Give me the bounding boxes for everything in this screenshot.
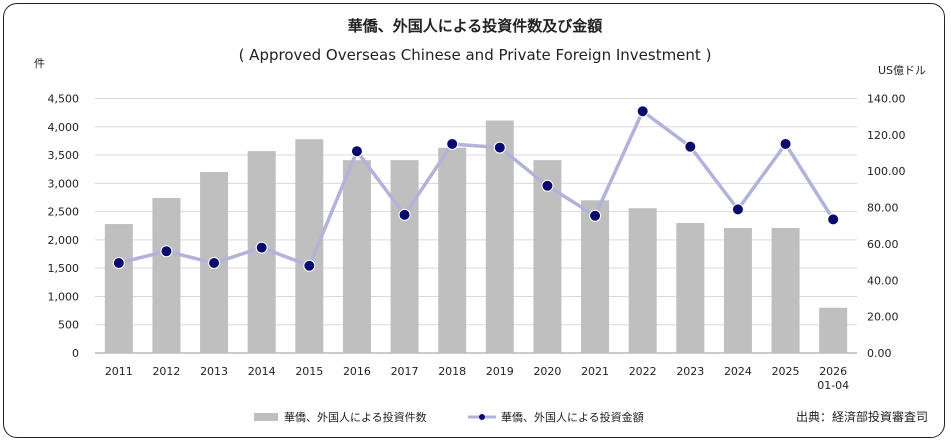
x-tick-label: 2018	[438, 365, 466, 378]
bar	[581, 200, 610, 353]
line-series	[112, 105, 840, 272]
x-tick-label: 2016	[343, 365, 371, 378]
x-tick-label: 2014	[248, 365, 276, 378]
x-tick-label: 2026 01-04	[817, 365, 849, 392]
x-tick-label: 2015	[295, 365, 323, 378]
x-tick-label: 2019	[486, 365, 514, 378]
right-tick-label: 80.00	[867, 202, 899, 215]
legend-line-label: 華僑、外国人による投資金額	[501, 410, 644, 424]
left-axis-ticks: 0 500 1,000 1,500 2,000 2,500 3,000 3,500 4,000 4…	[48, 93, 80, 361]
bar	[342, 160, 371, 353]
legend-bar-label: 華僑、外国人による投資件数	[284, 410, 427, 424]
bar	[723, 228, 752, 353]
line-point	[112, 257, 125, 270]
x-tick-label: 2021	[581, 365, 609, 378]
left-tick-label: 0	[72, 347, 79, 360]
x-tick-label: 2012	[152, 365, 180, 378]
line-point	[636, 105, 649, 118]
bar	[152, 198, 181, 353]
x-tick-label: 2013	[200, 365, 228, 378]
line-point	[446, 137, 459, 150]
line-point	[303, 259, 316, 272]
line-point	[779, 137, 792, 150]
x-tick-label: 2023	[676, 365, 704, 378]
left-tick-label: 3,500	[48, 149, 80, 162]
left-tick-label: 2,000	[48, 234, 80, 247]
right-tick-label: 60.00	[867, 238, 899, 251]
left-tick-label: 3,000	[48, 177, 80, 190]
line-point	[208, 257, 221, 270]
x-tick-label: 2025	[772, 365, 800, 378]
left-tick-label: 4,500	[48, 93, 80, 106]
x-tick-label: 2020	[533, 365, 561, 378]
x-tick-label: 2022	[629, 365, 657, 378]
left-tick-label: 500	[58, 319, 79, 332]
bar	[628, 208, 657, 353]
line-point	[541, 179, 554, 192]
line-point	[398, 208, 411, 221]
right-axis-unit: US億ドル	[878, 64, 926, 77]
x-tick-label: 2011	[105, 365, 133, 378]
line-point	[684, 140, 697, 153]
right-tick-label: 100.00	[867, 165, 906, 178]
line-point	[827, 213, 840, 226]
bar	[771, 228, 800, 353]
bar	[390, 160, 419, 353]
right-axis-ticks: 0.00 20.00 40.00 60.00 80.00 100.00 120.00 140.…	[867, 93, 906, 361]
left-tick-label: 1,500	[48, 262, 80, 275]
line-point	[350, 145, 363, 158]
line-point	[731, 203, 744, 216]
chart-title: 華僑、外国人による投資件数及び金額	[348, 17, 603, 35]
source-note: 出典：経済部投資審査司	[796, 409, 928, 424]
line-point	[160, 245, 173, 258]
left-tick-label: 2,500	[48, 206, 80, 219]
x-axis-ticks: 2011 2012 2013 2014 2015 2016 2017 2018 2019 2020…	[105, 365, 849, 392]
line-point	[493, 141, 506, 154]
bar	[104, 224, 133, 353]
left-tick-label: 1,000	[48, 290, 80, 303]
right-tick-label: 140.00	[867, 93, 906, 106]
left-axis-unit: 件	[34, 57, 45, 70]
right-tick-label: 120.00	[867, 129, 906, 142]
line-point	[255, 241, 268, 254]
legend-line-marker	[479, 414, 485, 420]
chart-subtitle: ( Approved Overseas Chinese and Private …	[239, 46, 712, 64]
x-tick-label: 2024	[724, 365, 752, 378]
right-tick-label: 0.00	[867, 347, 892, 360]
legend: 華僑、外国人による投資件数 華僑、外国人による投資金額	[254, 410, 644, 424]
left-tick-label: 4,000	[48, 121, 80, 134]
bar	[819, 307, 848, 353]
x-tick-label: 2017	[391, 365, 419, 378]
right-tick-label: 20.00	[867, 311, 899, 324]
line-point	[589, 209, 602, 222]
bar	[676, 222, 705, 353]
bar	[485, 120, 514, 353]
bar	[438, 147, 467, 353]
series-line	[118, 109, 835, 268]
legend-bar-swatch	[254, 413, 278, 421]
right-tick-label: 40.00	[867, 274, 899, 287]
